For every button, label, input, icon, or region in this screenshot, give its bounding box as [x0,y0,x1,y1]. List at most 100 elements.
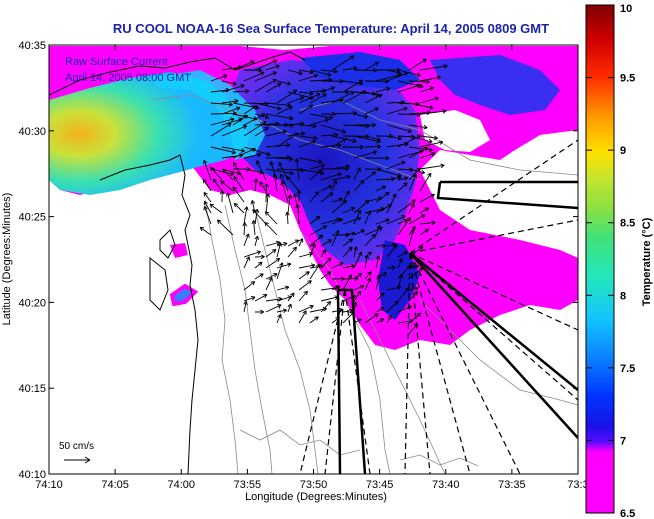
current-vector-head [364,254,369,259]
current-vector [203,160,212,181]
current-vector-head [258,261,263,267]
current-vector-head [292,246,297,252]
current-vector-head [348,246,353,252]
current-vector [232,114,248,126]
current-vector-head [202,178,208,184]
current-vector [320,144,342,148]
current-vector [265,277,273,291]
current-vector-head [232,161,238,167]
current-vector [287,69,303,75]
current-vector-head [433,135,438,141]
current-vector [386,266,396,269]
current-vector-head [357,251,363,256]
current-vector-head [314,191,320,196]
current-vector-head [397,135,402,141]
current-vector-head [199,226,205,232]
current-vector-head [277,314,282,319]
current-vector [296,158,300,181]
current-vector [287,239,300,247]
current-vector [386,135,402,140]
current-vector [364,277,371,291]
current-vector [353,273,363,280]
current-vector [364,171,376,181]
x-tick-label: 73:35 [498,479,526,491]
current-vector [419,221,436,225]
current-vector-head [335,230,340,235]
current-vector-head [285,211,290,216]
current-vector [408,124,428,129]
current-vector [419,193,435,203]
current-vector [298,168,325,175]
current-vector [287,194,291,214]
current-vector-head [212,178,218,184]
current-vector-head [351,294,356,300]
current-vector [408,291,419,302]
colorbar-tick-label: 8.5 [620,218,635,230]
current-vector-head [220,180,225,185]
current-vector [353,246,357,258]
current-vector-head [253,178,259,183]
y-axis-ticks: 40:35 40:30 40:25 40:20 40:15 40:10 [18,40,578,481]
current-vector [375,219,390,225]
current-vector [298,264,315,269]
current-vector [408,146,433,151]
current-vector [320,173,342,181]
legend-raw-current: Raw Surface Current [65,56,168,68]
current-vector-head [380,292,385,297]
current-vector [419,97,439,104]
current-vector-head [240,84,245,89]
current-vector-head [250,296,256,301]
current-vector-head [427,172,432,178]
x-tick-label: 74:00 [167,479,195,491]
current-vector [364,210,371,225]
current-vector [286,211,289,225]
current-vector-head [277,105,282,111]
current-vector [287,132,306,137]
current-vector [320,271,332,280]
current-vector [202,179,212,192]
current-vector [233,176,245,192]
current-vector [331,165,350,170]
current-vector-head [374,61,379,66]
current-vector-head [286,262,292,267]
colorbar-tick-label: 9 [620,145,626,157]
current-vector-head [230,117,235,122]
current-vector [298,91,314,95]
current-vector [254,178,257,192]
current-vector [397,219,408,225]
current-vector-head [396,70,402,75]
current-vector [364,91,380,97]
current-vector [276,242,288,247]
current-vector [375,168,402,177]
current-vector-head [367,251,372,256]
current-vector [203,192,212,203]
current-vector [254,59,278,71]
current-vector-head [376,137,381,142]
current-vector [331,230,339,247]
current-vector [286,176,300,192]
current-vector [274,173,278,192]
current-vector [254,71,277,82]
current-vector-head [416,72,421,78]
current-vector-head [335,316,340,322]
current-vector-head [357,273,363,278]
current-vector [375,87,391,93]
current-vector-head [286,176,292,181]
current-vector [256,160,267,181]
current-vector-head [394,300,399,306]
current-vector [331,218,343,225]
current-vector [353,318,362,324]
current-vector [309,263,321,280]
current-vector-head [235,106,241,111]
current-vector-head [288,106,293,111]
current-vector-head [339,78,344,84]
current-vector-head [416,83,421,89]
current-vector-head [245,88,250,94]
current-vector [309,119,329,126]
current-vector-head [443,64,448,69]
current-vector-head [372,68,377,73]
current-vector [419,207,429,214]
current-vector [232,90,249,93]
current-vector [408,203,415,214]
current-vector-head [426,79,431,85]
